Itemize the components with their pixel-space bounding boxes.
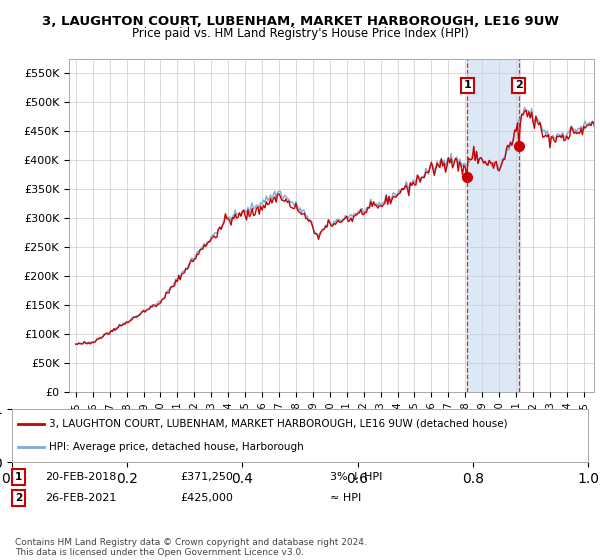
Bar	[467, 59, 520, 392]
Text: 3, LAUGHTON COURT, LUBENHAM, MARKET HARBOROUGH, LE16 9UW (detached house): 3, LAUGHTON COURT, LUBENHAM, MARKET HARB…	[49, 419, 508, 429]
Text: ≈ HPI: ≈ HPI	[330, 493, 361, 503]
Text: 26-FEB-2021: 26-FEB-2021	[45, 493, 116, 503]
Text: 1: 1	[463, 81, 471, 91]
Text: 3% ↓ HPI: 3% ↓ HPI	[330, 472, 382, 482]
Text: 3, LAUGHTON COURT, LUBENHAM, MARKET HARBOROUGH, LE16 9UW: 3, LAUGHTON COURT, LUBENHAM, MARKET HARB…	[41, 15, 559, 27]
Text: HPI: Average price, detached house, Harborough: HPI: Average price, detached house, Harb…	[49, 442, 304, 452]
Text: £371,250: £371,250	[180, 472, 233, 482]
Text: 2: 2	[515, 81, 523, 91]
Text: Price paid vs. HM Land Registry's House Price Index (HPI): Price paid vs. HM Land Registry's House …	[131, 27, 469, 40]
Text: Contains HM Land Registry data © Crown copyright and database right 2024.
This d: Contains HM Land Registry data © Crown c…	[15, 538, 367, 557]
Text: £425,000: £425,000	[180, 493, 233, 503]
Text: 1: 1	[15, 472, 22, 482]
Text: 2: 2	[15, 493, 22, 503]
Text: 20-FEB-2018: 20-FEB-2018	[45, 472, 116, 482]
